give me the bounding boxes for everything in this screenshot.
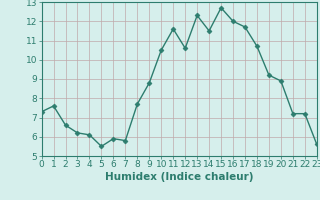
X-axis label: Humidex (Indice chaleur): Humidex (Indice chaleur) xyxy=(105,172,253,182)
